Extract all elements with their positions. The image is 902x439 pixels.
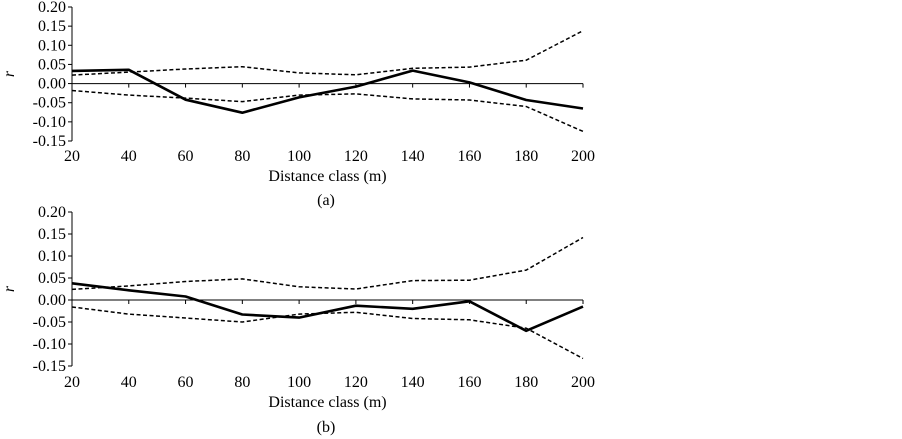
x-tick-label: 100 bbox=[287, 148, 311, 165]
y-tick-label: -0.05 bbox=[33, 95, 66, 112]
x-tick-label: 20 bbox=[64, 374, 80, 391]
y-tick-label: 0.10 bbox=[38, 37, 66, 54]
x-tick-label: 40 bbox=[121, 374, 137, 391]
series-line-lower bbox=[71, 306, 584, 360]
x-tick-label: 60 bbox=[178, 148, 194, 165]
x-axis-title: Distance class (m) bbox=[268, 168, 386, 185]
y-tick-label: 0.20 bbox=[38, 0, 66, 16]
series-line-lower bbox=[71, 89, 584, 133]
y-tick-label: 0.15 bbox=[38, 226, 66, 243]
x-tick-label: 80 bbox=[234, 148, 250, 165]
y-axis-title: r bbox=[1, 285, 18, 292]
x-axis-title: Distance class (m) bbox=[268, 394, 386, 411]
y-tick-label: 0.20 bbox=[38, 204, 66, 221]
x-tick-label: 40 bbox=[121, 148, 137, 165]
y-axis-title: r bbox=[1, 70, 18, 77]
y-tick-label: 0.05 bbox=[38, 270, 66, 287]
y-tick-label: -0.10 bbox=[33, 114, 66, 131]
panel-label: (b) bbox=[317, 419, 336, 436]
y-tick-label: 0.15 bbox=[38, 18, 66, 35]
series-line-observed bbox=[71, 282, 584, 333]
series-line-observed bbox=[71, 68, 584, 114]
y-tick-label: 0.05 bbox=[38, 56, 66, 73]
x-tick-label: 140 bbox=[401, 148, 425, 165]
y-tick-label: -0.10 bbox=[33, 336, 66, 353]
y-tick-label: -0.15 bbox=[33, 133, 66, 150]
x-tick-label: 80 bbox=[234, 374, 250, 391]
x-tick-label: 120 bbox=[344, 374, 368, 391]
x-tick-label: 180 bbox=[514, 374, 538, 391]
x-tick-label: 140 bbox=[401, 374, 425, 391]
x-tick-label: 200 bbox=[571, 374, 595, 391]
y-tick-label: 0.00 bbox=[38, 76, 66, 93]
x-tick-label: 60 bbox=[178, 374, 194, 391]
y-tick-label: 0.00 bbox=[38, 292, 66, 309]
x-tick-label: 200 bbox=[571, 148, 595, 165]
y-tick-label: -0.05 bbox=[33, 314, 66, 331]
x-tick-label: 180 bbox=[514, 148, 538, 165]
x-tick-label: 100 bbox=[287, 374, 311, 391]
y-tick-label: 0.10 bbox=[38, 248, 66, 265]
x-tick-label: 20 bbox=[64, 148, 80, 165]
x-tick-label: 120 bbox=[344, 148, 368, 165]
series-line-upper bbox=[71, 30, 584, 76]
x-tick-label: 160 bbox=[457, 374, 481, 391]
y-tick-label: -0.15 bbox=[33, 358, 66, 375]
x-tick-label: 160 bbox=[457, 148, 481, 165]
panel-label: (a) bbox=[317, 192, 335, 209]
series-line-upper bbox=[71, 236, 584, 291]
